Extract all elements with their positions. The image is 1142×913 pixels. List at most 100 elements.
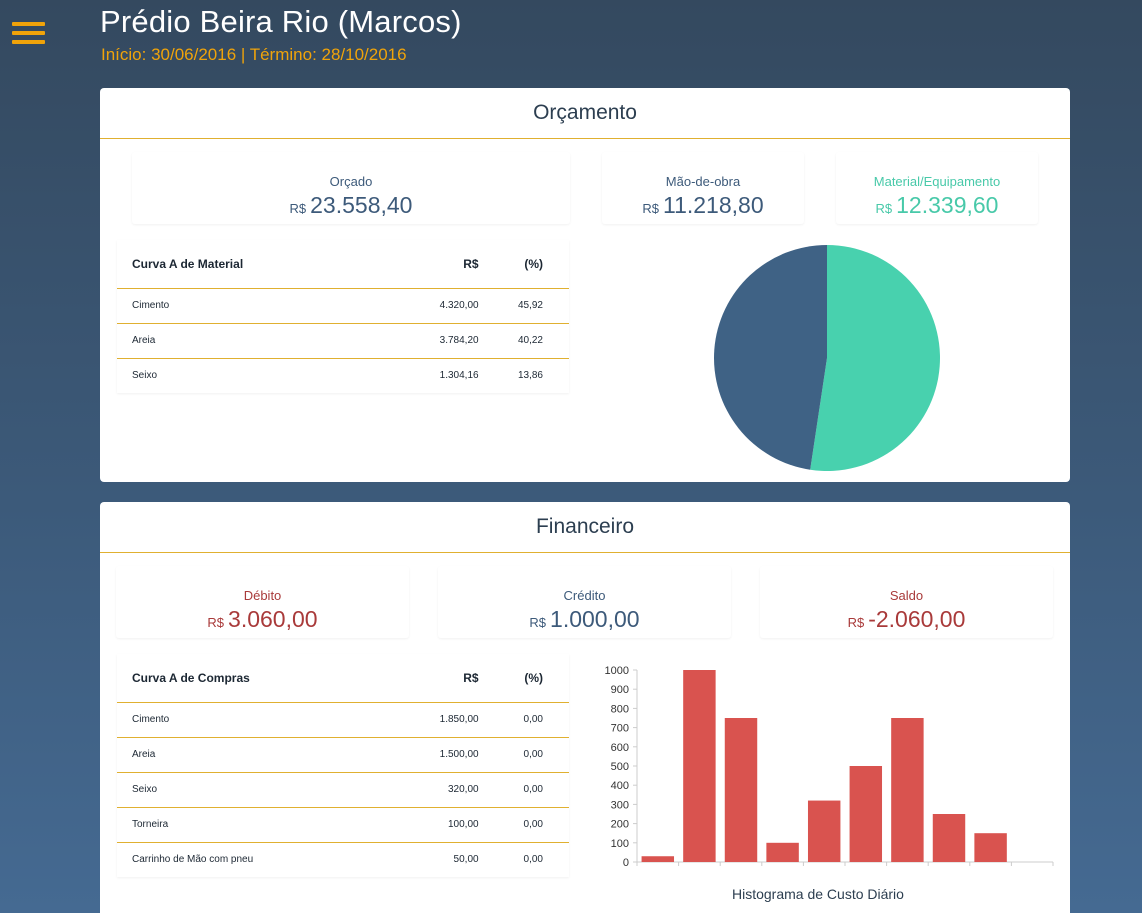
y-tick-label: 200 (611, 819, 629, 831)
table-row: Torneira 100,00 0,00 (117, 807, 569, 843)
table-row: Cimento 1.850,00 0,00 (117, 702, 569, 738)
row-pct: 13,86 (517, 370, 543, 382)
histogram-bar (849, 766, 883, 862)
histogram-bar (683, 670, 716, 862)
y-tick-label: 900 (611, 684, 629, 696)
material-value: 12.339,60 (896, 192, 999, 218)
project-dates: Início: 30/06/2016 | Término: 28/10/2016 (101, 45, 407, 64)
row-name: Cimento (117, 288, 409, 324)
row-pct: 0,00 (478, 772, 569, 808)
row-name: Areia (117, 737, 409, 773)
row-rs: 1.500,00 (408, 737, 479, 773)
row-pct: 0,00 (478, 702, 569, 738)
table-row: Areia 3.784,20 40,22 (117, 323, 569, 359)
table-header-row: Curva A de Compras R$ (%) (117, 654, 569, 703)
orcado-value-wrap: R$ 23.558,40 (132, 192, 570, 219)
menu-icon[interactable] (12, 22, 45, 46)
currency-symbol: R$ (847, 615, 865, 630)
table-row: Seixo 320,00 0,00 (117, 772, 569, 808)
table-header-name: Curva A de Material (117, 240, 409, 289)
orcamento-card: Orçamento Orçado R$ 23.558,40 Mão-de-obra… (100, 88, 1070, 482)
row-rs: 320,00 (408, 772, 479, 808)
row-name: Areia (117, 323, 409, 359)
y-tick-label: 500 (611, 761, 629, 773)
mao-de-obra-value: 11.218,80 (663, 192, 764, 218)
histogram-bar (891, 718, 924, 862)
credito-label: Crédito (563, 588, 606, 603)
histogram-bar (807, 800, 841, 862)
daily-cost-histogram: 0 100 200 300 400 500 600 700 800 900 1000 (605, 665, 1054, 869)
orcado-label: Orçado (329, 174, 373, 189)
row-rs: 1.304,16 (439, 370, 479, 382)
currency-symbol: R$ (529, 615, 547, 630)
material-stat: Material/Equipamento R$ 12.339,60 (836, 152, 1038, 224)
pie-slice (810, 245, 941, 471)
material-value-wrap: R$ 12.339,60 (836, 192, 1038, 219)
mao-de-obra-value-wrap: R$ 11.218,80 (602, 192, 804, 219)
currency-symbol: R$ (875, 201, 893, 216)
credito-value-wrap: R$ 1.000,00 (438, 606, 731, 633)
row-name: Cimento (117, 702, 409, 738)
row-name: Carrinho de Mão com pneu (132, 854, 254, 866)
table-header-pct: (%) (478, 654, 569, 703)
table-header-rs: R$ (408, 654, 479, 703)
mao-de-obra-stat: Mão-de-obra R$ 11.218,80 (602, 152, 804, 224)
debito-stat: Débito R$ 3.060,00 (116, 566, 409, 638)
credito-stat: Crédito R$ 1.000,00 (438, 566, 731, 638)
y-tick-label: 600 (611, 742, 629, 754)
histogram-bar (974, 833, 1007, 862)
saldo-stat: Saldo R$ -2.060,00 (760, 566, 1053, 638)
currency-symbol: R$ (642, 201, 659, 216)
row-pct: 40,22 (478, 323, 569, 359)
budget-pie-chart (714, 245, 941, 471)
page-title: Prédio Beira Rio (Marcos) (100, 4, 462, 39)
histogram-bar (724, 718, 758, 862)
debito-value: 3.060,00 (228, 606, 318, 632)
row-pct: 0,00 (478, 807, 569, 843)
row-name: Torneira (117, 807, 409, 843)
saldo-value-wrap: R$ -2.060,00 (760, 606, 1053, 633)
table-row: Seixo 1.304,16 13,86 (117, 358, 569, 393)
compras-table: Curva A de Compras R$ (%) Cimento 1.850,… (117, 654, 569, 877)
row-name: Seixo (117, 772, 409, 808)
debito-value-wrap: R$ 3.060,00 (116, 606, 409, 633)
saldo-label: Saldo (889, 588, 924, 603)
y-tick-label: 300 (611, 799, 629, 811)
y-tick-label: 1000 (605, 665, 629, 677)
histogram-bar (932, 814, 966, 862)
row-pct: 0,00 (478, 737, 569, 773)
y-tick-label: 700 (611, 723, 629, 735)
table-row: Areia 1.500,00 0,00 (117, 737, 569, 773)
y-tick-label: 100 (611, 838, 629, 850)
chart-title: Histograma de Custo Diário (732, 886, 904, 902)
row-rs: 4.320,00 (408, 288, 479, 324)
histogram-bar (766, 842, 799, 862)
row-rs: 100,00 (408, 807, 479, 843)
material-table: Curva A de Material R$ (%) Cimento 4.320… (117, 240, 569, 393)
row-rs: 1.850,00 (408, 702, 479, 738)
orcado-value: 23.558,40 (310, 192, 413, 218)
orcamento-title: Orçamento (100, 88, 1070, 139)
credito-value: 1.000,00 (550, 606, 640, 632)
table-header-pct: (%) (478, 240, 569, 289)
debito-label: Débito (243, 588, 282, 603)
saldo-value: -2.060,00 (868, 606, 966, 632)
table-row: Carrinho de Mão com pneu 50,00 0,00 (117, 842, 569, 877)
row-rs: 50,00 (453, 854, 479, 866)
row-pct: 0,00 (523, 854, 543, 866)
table-row: Cimento 4.320,00 45,92 (117, 288, 569, 324)
table-header-row: Curva A de Material R$ (%) (117, 240, 569, 289)
y-tick-label: 800 (611, 703, 629, 715)
histogram-bar (641, 856, 675, 862)
y-tick-label: 0 (623, 857, 629, 869)
row-name: Seixo (132, 370, 158, 382)
mao-de-obra-label: Mão-de-obra (665, 174, 741, 189)
pie-slice (714, 245, 827, 470)
financeiro-title: Financeiro (100, 502, 1070, 553)
currency-symbol: R$ (289, 201, 307, 216)
table-header-name: Curva A de Compras (117, 654, 409, 703)
table-header-rs: R$ (408, 240, 479, 289)
financeiro-card: Financeiro Débito R$ 3.060,00 Crédito R$ 1… (100, 502, 1070, 913)
orcado-stat: Orçado R$ 23.558,40 (132, 152, 570, 224)
row-pct: 45,92 (478, 288, 569, 324)
